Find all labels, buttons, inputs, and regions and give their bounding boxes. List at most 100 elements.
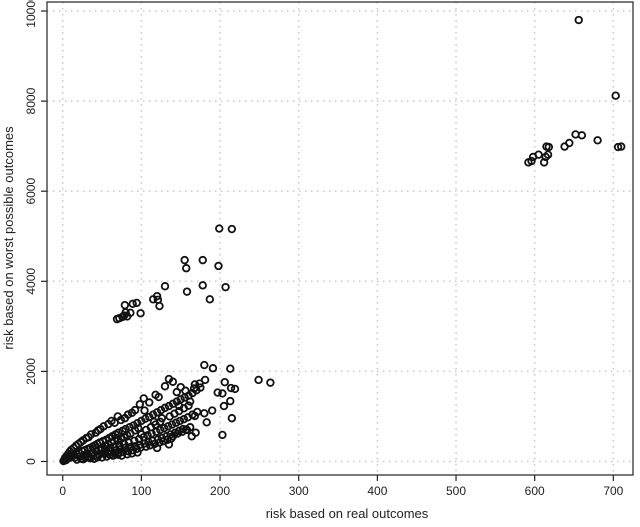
data-point-0-237 bbox=[173, 429, 182, 438]
y-tick-label-1: 2000 bbox=[24, 358, 38, 385]
data-point-0-48 bbox=[266, 378, 275, 387]
data-point-0-51 bbox=[200, 375, 210, 385]
grid-lines bbox=[47, 2, 633, 475]
y-tick-label-3: 6000 bbox=[24, 178, 38, 205]
data-point-0-32 bbox=[205, 295, 215, 304]
data-point-0-264 bbox=[130, 426, 140, 435]
data-point-0-6 bbox=[571, 130, 580, 139]
data-point-0-96 bbox=[91, 428, 100, 437]
data-point-0-25 bbox=[198, 281, 207, 290]
data-point-0-22 bbox=[182, 264, 191, 273]
y-tick-label-2: 4000 bbox=[24, 268, 38, 295]
data-point-0-33 bbox=[132, 298, 141, 308]
data-point-0-43 bbox=[123, 312, 132, 321]
data-point-0-250 bbox=[94, 445, 104, 454]
data-point-0-233 bbox=[127, 449, 137, 458]
data-point-0-219 bbox=[163, 435, 172, 445]
data-point-0-172 bbox=[156, 425, 165, 435]
data-point-0-239 bbox=[182, 425, 192, 435]
data-point-0-34 bbox=[128, 299, 137, 309]
data-point-0-173 bbox=[159, 423, 169, 433]
data-point-0-73 bbox=[172, 387, 181, 397]
y-tick-label-4: 8000 bbox=[24, 87, 38, 114]
data-point-0-212 bbox=[132, 444, 141, 454]
data-point-0-21 bbox=[180, 255, 189, 265]
data-point-0-59 bbox=[218, 430, 227, 440]
data-point-0-47 bbox=[254, 375, 263, 385]
data-point-0-178 bbox=[179, 414, 189, 424]
data-point-0-240 bbox=[187, 432, 196, 441]
data-point-0-230 bbox=[152, 443, 162, 453]
data-point-0-13 bbox=[539, 158, 549, 167]
data-point-0-44 bbox=[200, 360, 209, 370]
data-point-0-85 bbox=[127, 408, 137, 418]
data-point-0-23 bbox=[214, 261, 223, 271]
data-point-0-56 bbox=[226, 396, 235, 406]
x-tick-label-5: 500 bbox=[446, 484, 466, 498]
data-point-0-53 bbox=[226, 383, 236, 393]
x-tick-label-0: 0 bbox=[59, 484, 66, 498]
data-point-0-57 bbox=[219, 401, 229, 411]
data-point-0-36 bbox=[136, 309, 145, 318]
data-point-0-2 bbox=[613, 142, 623, 152]
data-point-0-4 bbox=[593, 136, 602, 145]
data-point-0-139 bbox=[141, 414, 150, 423]
data-point-0-55 bbox=[213, 388, 222, 397]
data-point-0-176 bbox=[171, 418, 181, 427]
data-point-0-50 bbox=[220, 378, 229, 387]
data-point-0-79 bbox=[151, 390, 160, 400]
data-point-0-89 bbox=[113, 412, 122, 421]
data-point-0-77 bbox=[160, 382, 170, 391]
data-point-0-8 bbox=[560, 142, 569, 151]
plot-frame bbox=[46, 1, 634, 476]
data-point-0-54 bbox=[218, 389, 227, 398]
data-point-0-174 bbox=[163, 422, 173, 431]
data-point-0-58 bbox=[227, 414, 237, 423]
x-axis-label: risk based on real outcomes bbox=[266, 506, 429, 521]
data-point-0-215 bbox=[145, 441, 155, 450]
data-point-0-265 bbox=[112, 433, 121, 443]
data-point-0-144 bbox=[160, 403, 170, 413]
data-point-0-81 bbox=[139, 394, 148, 403]
data-point-0-19 bbox=[227, 224, 237, 234]
x-tick-label-1: 100 bbox=[131, 484, 151, 498]
data-point-0-166 bbox=[130, 436, 139, 445]
data-point-0-10 bbox=[542, 142, 551, 151]
data-point-0-45 bbox=[208, 364, 218, 373]
data-point-0-214 bbox=[141, 442, 151, 451]
y-tick-label-0: 0 bbox=[24, 458, 38, 465]
data-point-0-262 bbox=[149, 417, 159, 427]
data-point-0-175 bbox=[167, 420, 177, 429]
data-point-0-64 bbox=[202, 418, 211, 427]
data-point-0-24 bbox=[221, 282, 230, 292]
x-tick-label-7: 700 bbox=[603, 484, 623, 498]
data-point-0-238 bbox=[178, 427, 187, 436]
data-point-0-35 bbox=[120, 300, 130, 310]
data-point-0-42 bbox=[112, 314, 122, 324]
data-point-0-260 bbox=[184, 401, 193, 410]
data-point-0-181 bbox=[193, 407, 202, 417]
data-point-0-222 bbox=[97, 453, 107, 462]
data-point-0-261 bbox=[157, 414, 167, 423]
x-tick-label-6: 600 bbox=[525, 484, 545, 498]
data-point-0-0 bbox=[574, 15, 583, 25]
data-point-0-71 bbox=[168, 377, 178, 386]
x-tick-label-2: 200 bbox=[210, 484, 230, 498]
data-point-0-231 bbox=[164, 440, 174, 449]
y-tick-label-5: 10000 bbox=[24, 0, 38, 28]
data-point-0-20 bbox=[198, 255, 207, 265]
data-point-0-148 bbox=[176, 395, 185, 404]
data-points bbox=[59, 15, 626, 466]
data-point-0-31 bbox=[155, 301, 164, 311]
data-point-0-49 bbox=[230, 384, 240, 394]
x-tick-label-3: 300 bbox=[289, 484, 309, 498]
data-point-0-26 bbox=[182, 287, 192, 296]
data-point-0-235 bbox=[117, 451, 126, 460]
data-point-0-61 bbox=[207, 406, 217, 415]
x-tick-label-4: 400 bbox=[367, 484, 387, 498]
data-point-0-74 bbox=[180, 393, 189, 402]
data-point-0-83 bbox=[140, 406, 149, 415]
data-point-0-241 bbox=[137, 430, 146, 439]
data-point-0-52 bbox=[195, 379, 204, 388]
